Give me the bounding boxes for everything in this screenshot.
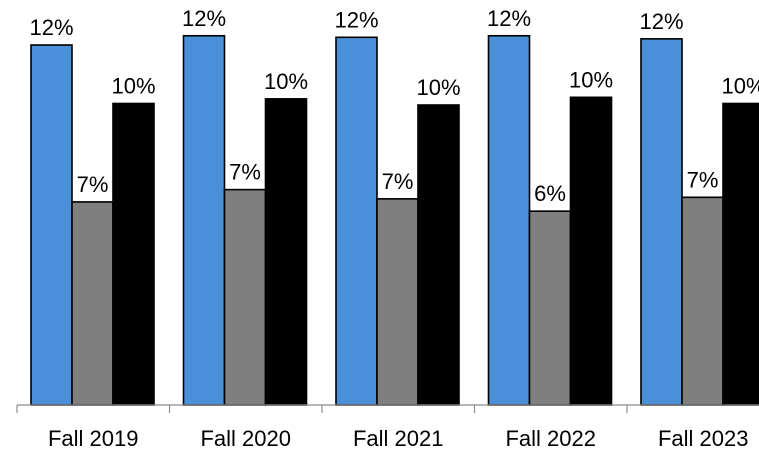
bar-fall-2022-series-2 bbox=[528, 210, 572, 406]
x-axis: Fall 2019 Fall 2020 Fall 2021 Fall 2022 Fall… bbox=[16, 404, 759, 451]
value-label-fall-2022-series-3: 10% bbox=[569, 67, 613, 92]
bar-fall-2020-series-1 bbox=[182, 34, 226, 406]
bar-fall-2022-series-3 bbox=[569, 96, 613, 406]
value-label-fall-2023-series-1: 12% bbox=[639, 9, 683, 34]
value-label-fall-2022-series-2: 6% bbox=[534, 181, 566, 206]
bar-fall-2023-series-3 bbox=[722, 102, 759, 406]
value-label-fall-2020-series-2: 7% bbox=[229, 160, 261, 185]
bar-fall-2023-series-2 bbox=[681, 196, 724, 406]
value-label-fall-2022-series-1: 12% bbox=[487, 6, 531, 31]
bar-fall-2020-series-3 bbox=[264, 98, 308, 406]
value-label-fall-2021-series-2: 7% bbox=[382, 169, 414, 194]
bars-layer bbox=[30, 34, 759, 406]
bar-fall-2019-series-2 bbox=[71, 201, 114, 406]
value-label-fall-2021-series-3: 10% bbox=[416, 75, 460, 100]
bar-fall-2021-series-2 bbox=[376, 198, 419, 406]
bar-fall-2023-series-1 bbox=[640, 38, 683, 406]
value-label-fall-2019-series-3: 10% bbox=[111, 73, 155, 98]
value-label-fall-2023-series-3: 10% bbox=[721, 73, 759, 98]
bar-fall-2021-series-1 bbox=[335, 36, 378, 406]
value-labels-layer: 12% 7% 10% 12% 7% 10% 12% 7% 10% 12% 6% 10% 12% 7% 10% bbox=[29, 6, 759, 206]
x-tick-label-fall-2019: Fall 2019 bbox=[48, 426, 139, 451]
bar-fall-2021-series-3 bbox=[417, 104, 460, 406]
value-label-fall-2019-series-1: 12% bbox=[29, 15, 73, 40]
x-tick-label-fall-2023: Fall 2023 bbox=[658, 426, 749, 451]
x-tick-label-fall-2021: Fall 2021 bbox=[353, 426, 444, 451]
x-tick-label-fall-2022: Fall 2022 bbox=[505, 426, 596, 451]
value-label-fall-2020-series-3: 10% bbox=[264, 69, 308, 94]
bar-fall-2019-series-3 bbox=[112, 102, 155, 406]
value-label-fall-2020-series-1: 12% bbox=[182, 6, 226, 31]
value-label-fall-2019-series-2: 7% bbox=[77, 172, 109, 197]
value-label-fall-2021-series-1: 12% bbox=[334, 7, 378, 32]
x-tick-label-fall-2020: Fall 2020 bbox=[200, 426, 291, 451]
bar-fall-2019-series-1 bbox=[30, 44, 73, 406]
value-label-fall-2023-series-2: 7% bbox=[687, 167, 719, 192]
bar-fall-2022-series-1 bbox=[487, 34, 531, 406]
bar-fall-2020-series-2 bbox=[223, 188, 267, 406]
